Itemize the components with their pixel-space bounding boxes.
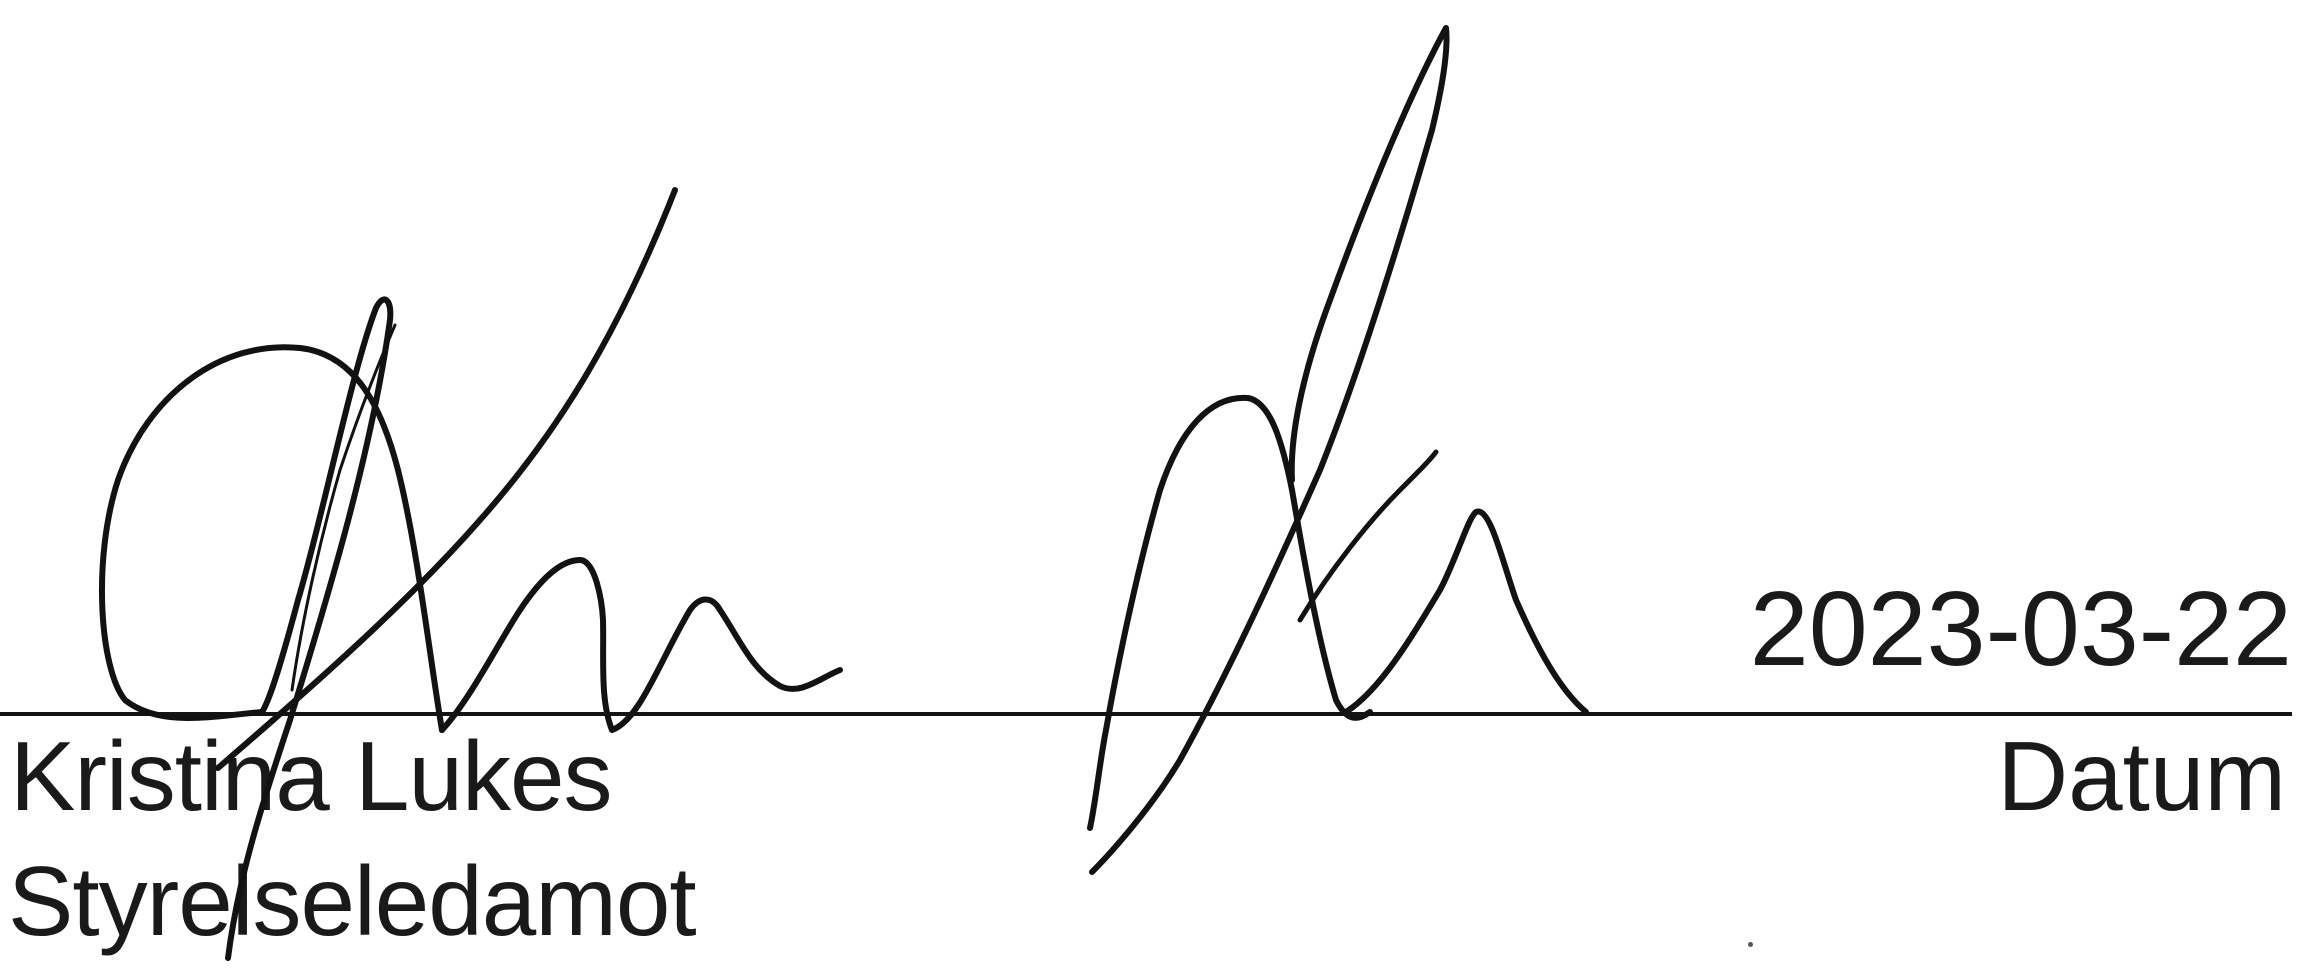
signature-stroke-thin — [290, 323, 397, 692]
signature-stroke-ascender — [1089, 25, 1450, 875]
signature-stroke-oval — [98, 344, 445, 733]
signature-line — [0, 712, 2292, 716]
signature-stroke-diagonal — [215, 187, 678, 771]
speck — [1748, 942, 1753, 947]
signature-date: 2023-03-22 — [1749, 570, 2292, 688]
signer-role: Styrelseledamot — [8, 846, 697, 956]
signature-stroke-waves — [439, 557, 843, 733]
signature-stroke-tall-loop — [1087, 394, 1373, 831]
signature-stroke-tail — [1343, 508, 1589, 715]
signature-stroke-inner — [1297, 449, 1439, 623]
date-label: Datum — [1997, 721, 2286, 831]
signer-name: Kristina Lukes — [10, 721, 613, 831]
